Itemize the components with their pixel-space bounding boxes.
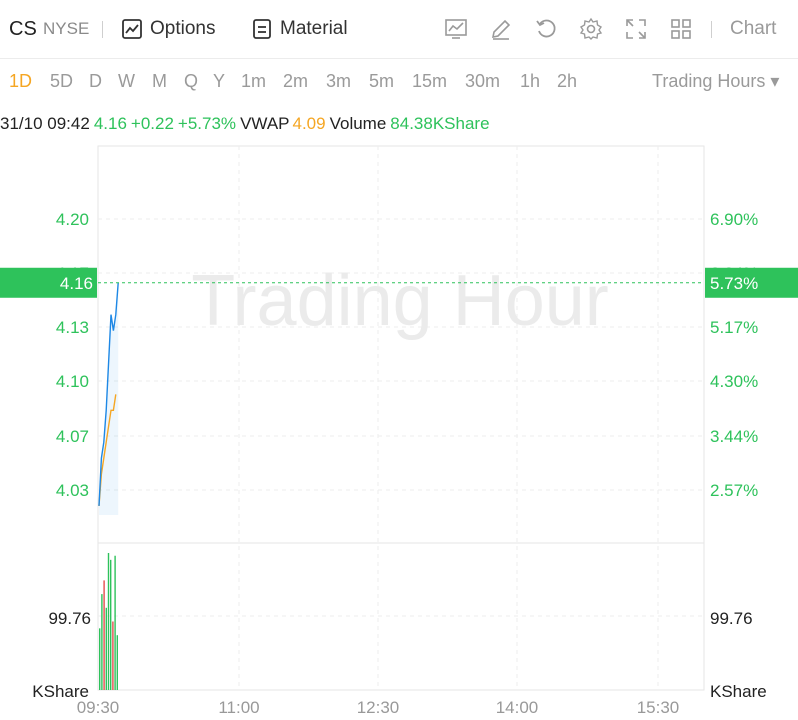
chart-grid [97,145,705,691]
current-pct-tag-text: 5.73% [710,274,758,293]
range-3m[interactable]: 3m [326,71,352,91]
volume-bar [114,555,116,690]
toolbar: CS NYSE Options Material Chart [0,0,798,59]
volume-bar [110,559,112,690]
range-m[interactable]: M [152,71,167,91]
exchange-label: NYSE [43,19,90,38]
line-chart-icon[interactable] [444,17,468,41]
current-price-tag-right: 5.73% [705,267,798,298]
range-w[interactable]: W [118,71,135,91]
range-selector: 1D 5D D W M Q Y 1m 2m 3m 5m 15m 30m 1h 2… [0,62,798,102]
time-tick: 11:00 [218,698,259,717]
quote-datetime: 31/10 09:42 [0,114,90,133]
percent-tick: 4.30% [710,372,758,391]
options-button[interactable]: Options [121,0,215,58]
watermark: Trading Hour [191,261,609,341]
material-button[interactable]: Material [252,0,348,58]
time-tick: 14:00 [496,698,539,717]
volume-bar [112,621,114,690]
volume-unit-left: KShare [32,682,89,701]
price-line [98,282,119,506]
range-15m[interactable]: 15m [412,71,448,91]
volume-bar [116,635,118,690]
percent-tick: 2.57% [710,481,758,500]
price-tick: 4.07 [56,427,89,446]
price-tick: 4.03 [56,481,89,500]
time-tick: 12:30 [357,698,400,717]
quote-price: 4.16 [93,114,127,133]
volume-bar [103,580,105,690]
vwap-line [98,394,117,506]
time-tick: 09:30 [77,698,120,717]
chart-menu-button[interactable]: Chart [730,18,777,39]
divider [711,21,712,38]
percent-tick: 5.17% [710,318,758,337]
volume-bar [107,553,110,690]
volume-bar [105,607,107,690]
quote-change: +0.22 [130,114,174,133]
range-1m[interactable]: 1m [241,71,267,91]
price-tick: 4.13 [56,318,89,337]
settings-icon[interactable] [579,17,603,41]
reset-icon[interactable] [534,17,558,41]
volume-tick-right: 99.76 [710,609,753,628]
range-q[interactable]: Q [184,71,199,91]
percent-tick: 3.44% [710,427,758,446]
range-y[interactable]: Y [213,71,226,91]
divider [102,21,103,38]
price-axis: 4.204.174.134.104.074.03 [56,210,89,500]
range-d[interactable]: D [89,71,102,91]
current-price-tag-left: 4.16 [0,267,97,298]
time-axis: 09:30 11:00 12:30 14:00 15:30 [77,698,680,717]
quote-info-line: 31/10 09:42 4.16 +0.22 +5.73% VWAP 4.09 Volume… [0,114,494,138]
draw-icon[interactable] [489,17,513,41]
ticker-symbol: CS [9,17,37,40]
volume-tick-left: 99.76 [48,609,91,628]
volume-label: Volume [329,114,387,133]
material-icon [252,18,272,40]
current-price-tag-text: 4.16 [60,274,93,293]
trading-hours-dropdown[interactable]: Trading Hours ▾ [652,71,780,91]
quote-change-pct: +5.73% [177,114,237,133]
fullscreen-icon[interactable] [624,17,648,41]
range-2m[interactable]: 2m [283,71,309,91]
volume-value: 84.38KShare [390,114,490,133]
price-tick: 4.20 [56,210,89,229]
percent-tick: 6.90% [710,210,758,229]
percent-axis: 6.90%6.04%5.17%4.30%3.44%2.57% [710,210,758,500]
range-1d[interactable]: 1D [9,71,33,91]
vwap-label: VWAP [240,114,290,133]
range-5m[interactable]: 5m [369,71,395,91]
volume-unit-right: KShare [710,682,767,701]
options-label: Options [150,18,216,39]
time-tick: 15:30 [637,698,680,717]
vwap-value: 4.09 [292,114,326,133]
range-1h[interactable]: 1h [520,71,541,91]
layout-grid-icon[interactable] [669,17,693,41]
options-icon [121,18,143,40]
range-5d[interactable]: 5D [50,71,74,91]
material-label: Material [280,18,348,39]
volume-bar [101,594,103,690]
range-2h[interactable]: 2h [557,71,578,91]
price-tick: 4.10 [56,372,89,391]
range-30m[interactable]: 30m [465,71,501,91]
volume-bar [99,628,101,690]
plot-border [97,145,705,691]
volume-bars [99,553,118,690]
